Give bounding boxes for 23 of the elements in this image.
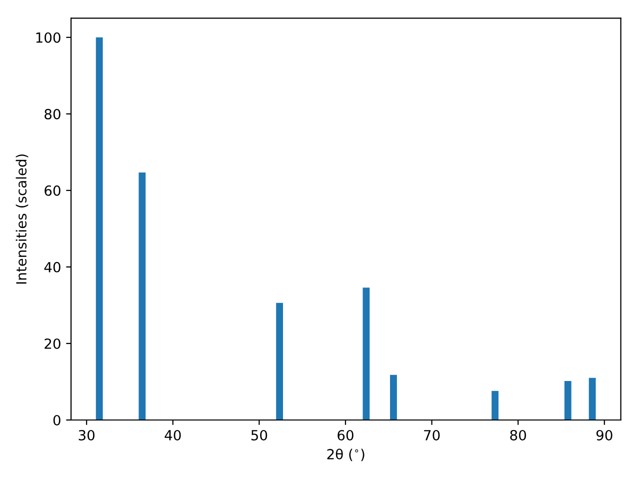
bar (564, 380, 572, 420)
x-tick-label: 90 (596, 430, 612, 440)
y-tick-label: 60 (44, 185, 60, 196)
y-tick-label: 20 (44, 338, 60, 349)
x-tick-label: 30 (78, 430, 94, 440)
bar (276, 302, 284, 420)
y-axis-title: Intensities (scaled) (16, 154, 28, 284)
x-tick-label: 40 (164, 430, 181, 440)
bar (362, 288, 370, 420)
y-tick-label: 0 (53, 414, 60, 426)
x-axis-title: 2θ ($^{∘}$) (327, 448, 364, 462)
x-tick-label: 60 (338, 430, 354, 440)
bar (96, 37, 103, 420)
x-tick-label: 50 (251, 430, 268, 440)
y-tick-label: 100 (36, 32, 60, 43)
bar (390, 374, 397, 420)
x-tick-label: 70 (424, 430, 440, 440)
bar (588, 378, 596, 420)
bar (492, 390, 499, 420)
y-tick-label: 40 (44, 262, 60, 272)
bar (138, 172, 146, 420)
x-tick-label: 80 (510, 430, 526, 440)
y-tick-label: 80 (44, 108, 60, 120)
